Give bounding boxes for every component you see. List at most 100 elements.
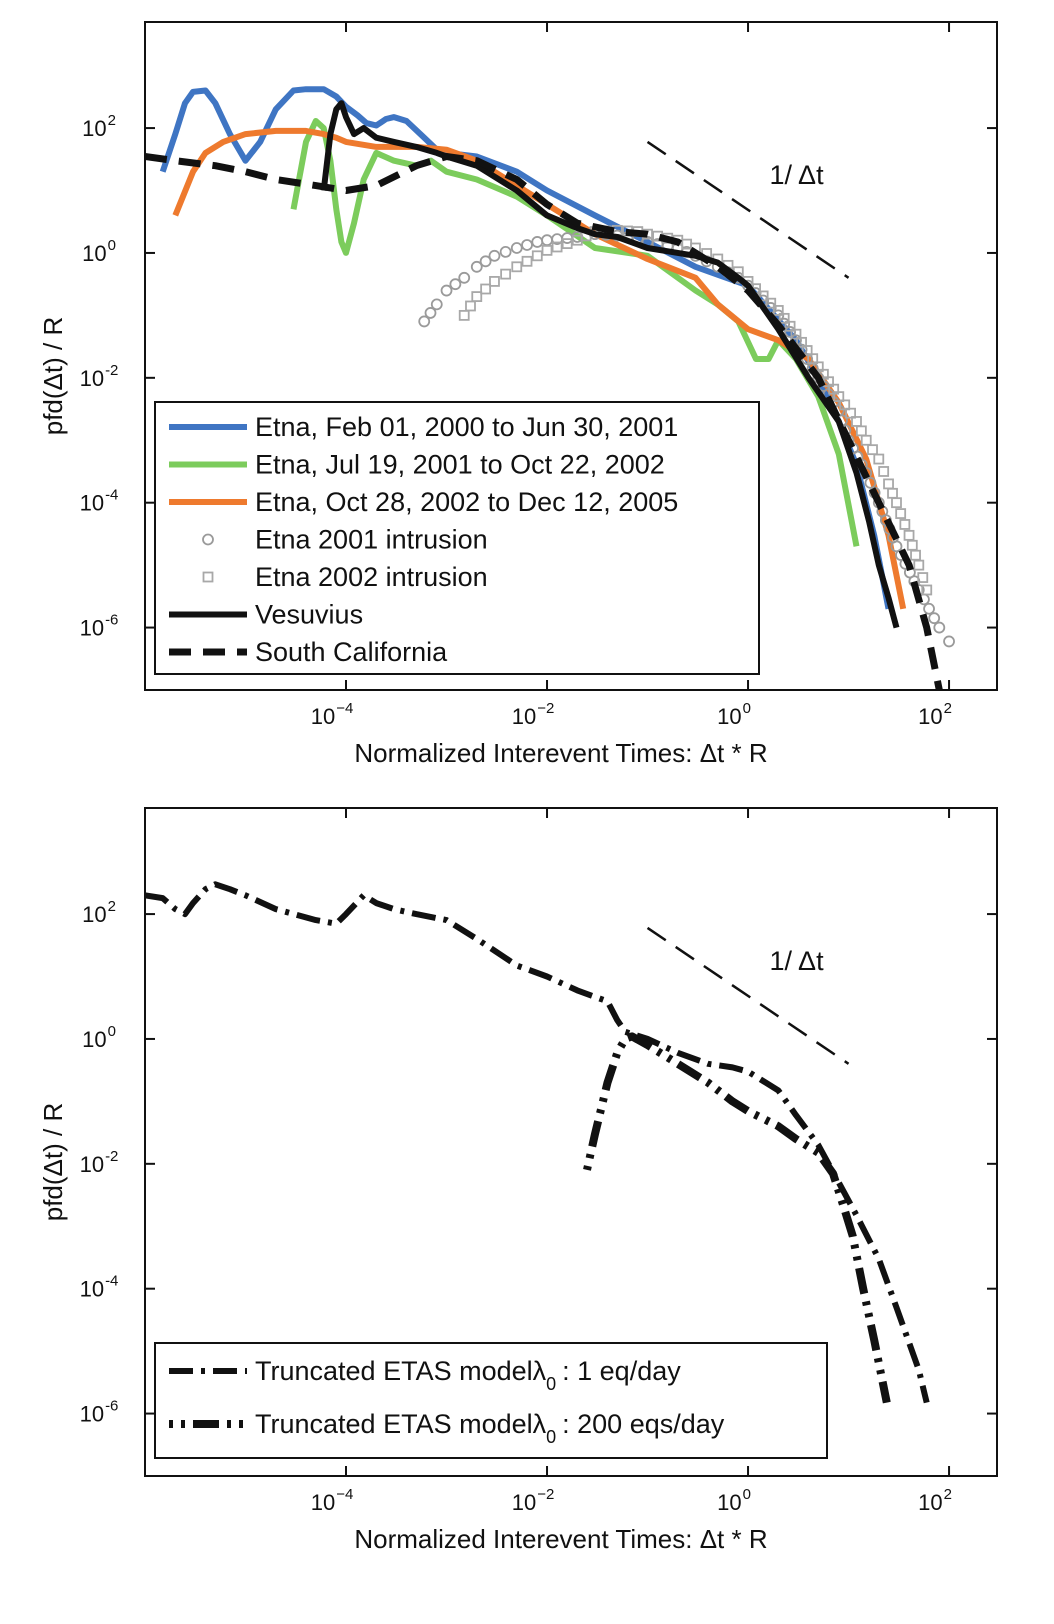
- series-line-1: [290, 118, 860, 547]
- data-point: [561, 238, 573, 249]
- data-point: [917, 572, 929, 583]
- plot-frame: [144, 807, 998, 1477]
- data-point: [541, 234, 553, 247]
- data-point: [424, 307, 437, 319]
- data-point: [521, 255, 533, 267]
- data-point: [510, 242, 523, 254]
- data-point: [418, 315, 431, 328]
- series-line-6: [145, 153, 943, 690]
- data-point: [465, 300, 476, 312]
- data-point: [933, 621, 946, 634]
- data-point: [471, 291, 483, 302]
- data-point: [906, 539, 918, 551]
- data-point: [895, 508, 907, 519]
- data-point: [878, 466, 890, 477]
- legend-label: Etna, Feb 01, 2000 to Jun 30, 2001: [255, 412, 678, 442]
- reference-line-1-over-dt: [646, 140, 850, 279]
- data-point: [784, 320, 796, 332]
- y-tick-label: 10-6: [80, 612, 119, 641]
- y-tick-label: 100: [82, 237, 116, 266]
- y-tick-label: 10-2: [80, 362, 119, 391]
- legend-swatch: [202, 533, 214, 546]
- legend-box: [154, 401, 760, 675]
- data-point: [479, 255, 492, 268]
- data-point: [796, 336, 807, 348]
- series-line-0: [145, 881, 930, 1404]
- chart-panel-2: 10−4 10−2 100 102 102 100 10-2 10-4 10-6 Normaliz…: [38, 807, 998, 1554]
- data-point: [807, 353, 819, 365]
- data-point: [521, 239, 533, 251]
- data-point: [784, 326, 796, 338]
- data-point: [883, 478, 894, 490]
- legend-label: Etna, Jul 19, 2001 to Oct 22, 2002: [255, 450, 665, 480]
- data-point: [928, 612, 941, 625]
- data-point: [839, 399, 851, 411]
- data-point: [887, 487, 898, 499]
- data-point: [867, 444, 878, 456]
- data-point: [480, 283, 492, 295]
- plot-frame: [144, 21, 998, 691]
- data-point: [943, 635, 955, 648]
- legend-label: Etna 2001 intrusion: [255, 525, 488, 555]
- y-axis-label: pfd(Δt) / R: [38, 317, 68, 436]
- x-tick-label: 100: [717, 1486, 751, 1515]
- reference-line-label: 1/ Δt: [770, 160, 825, 190]
- legend-box: [154, 1342, 828, 1459]
- data-point: [561, 232, 574, 244]
- data-point: [891, 497, 902, 509]
- data-point: [772, 305, 784, 316]
- data-point: [833, 391, 845, 403]
- data-point: [864, 476, 877, 489]
- data-point: [899, 519, 911, 530]
- y-tick-label: 10-6: [80, 1398, 119, 1427]
- plot-area: [145, 881, 930, 1404]
- data-point: [551, 241, 563, 253]
- y-axis-label: pfd(Δt) / R: [38, 1103, 68, 1222]
- x-tick-label: 10−2: [512, 1486, 555, 1515]
- data-point: [860, 434, 872, 446]
- data-point: [801, 345, 813, 356]
- data-point: [489, 276, 500, 287]
- data-point: [778, 312, 790, 324]
- data-point: [458, 271, 471, 284]
- legend-label: Truncated ETAS modelλ0: 200 eqs/day: [255, 1409, 725, 1447]
- x-tick-label: 10−4: [311, 1486, 354, 1515]
- legend: Etna, Feb 01, 2000 to Jun 30, 2001 Etna, …: [154, 401, 760, 675]
- x-tick-label: 10−2: [512, 700, 555, 729]
- data-point: [873, 453, 885, 465]
- y-tick-label: 10-2: [80, 1148, 119, 1177]
- legend-label: Etna 2002 intrusion: [255, 562, 488, 592]
- reference-line-label: 1/ Δt: [770, 946, 825, 976]
- x-tick-label: 100: [717, 700, 751, 729]
- data-point: [923, 602, 935, 615]
- data-point: [499, 246, 512, 258]
- legend-label: Vesuvius: [255, 600, 363, 630]
- data-point: [511, 261, 523, 273]
- chart-panel-1: 10−4 10−2 100 102 102 100 10-2 10-4 10-6 Normaliz…: [38, 21, 998, 768]
- data-point: [449, 278, 462, 291]
- data-point: [500, 268, 512, 280]
- x-tick-label: 102: [918, 700, 952, 729]
- legend-label: South California: [255, 637, 448, 667]
- x-axis-label: Normalized Interevent Times: Δt * R: [354, 1524, 767, 1554]
- data-point: [488, 249, 501, 262]
- y-tick-label: 10-4: [80, 1273, 119, 1302]
- legend-label: Etna, Oct 28, 2002 to Dec 12, 2005: [255, 487, 678, 517]
- data-point: [458, 309, 470, 321]
- y-tick-label: 10-4: [80, 487, 119, 516]
- data-point: [910, 549, 921, 561]
- legend-label: Truncated ETAS modelλ0: 1 eq/day: [255, 1356, 681, 1394]
- data-point: [440, 284, 453, 297]
- series-line-1: [583, 1032, 891, 1404]
- data-point: [913, 559, 925, 571]
- data-point: [541, 244, 553, 256]
- y-tick-label: 102: [82, 898, 116, 927]
- data-point: [531, 236, 544, 248]
- data-point: [470, 260, 483, 273]
- legend-swatch: [202, 571, 214, 583]
- data-point: [531, 250, 543, 262]
- x-tick-label: 102: [918, 1486, 952, 1515]
- data-point: [855, 425, 867, 437]
- data-point: [845, 407, 856, 419]
